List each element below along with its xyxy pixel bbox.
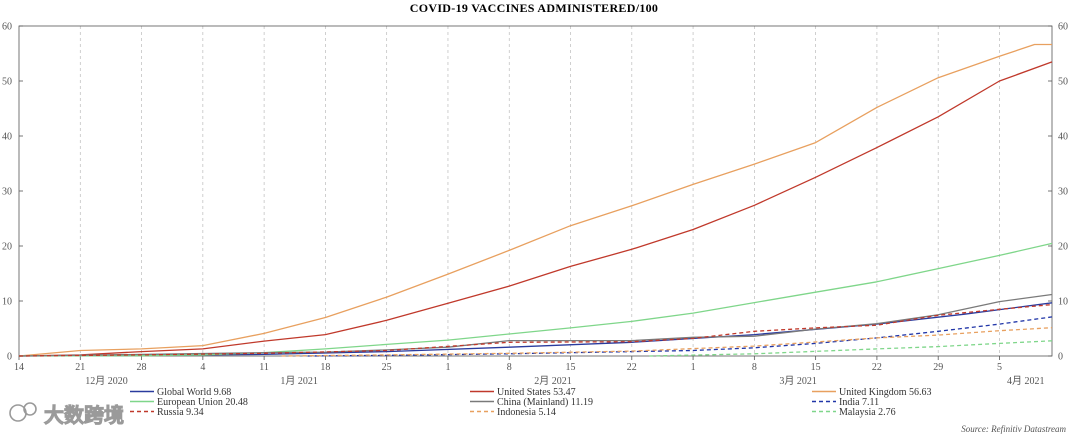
- y-tick-label-left: 40: [2, 132, 12, 143]
- legend-label: European Union 20.48: [157, 397, 248, 408]
- legend-label: Malaysia 2.76: [839, 407, 896, 418]
- y-tick-label-left: 30: [2, 187, 12, 198]
- watermark-text: 大数跨境: [44, 403, 124, 427]
- x-month-label: 1月 2021: [280, 375, 318, 387]
- series-line: [18, 61, 1053, 357]
- legend-label: United Kingdom 56.63: [839, 387, 932, 398]
- x-tick-label: 5: [997, 362, 1002, 373]
- legend-label: Global World 9.68: [157, 387, 231, 398]
- watermark-logo: 大数跨境: [9, 402, 124, 427]
- x-tick-label: 1: [691, 362, 696, 373]
- x-tick-label: 21: [75, 362, 85, 373]
- x-tick-label: 15: [811, 362, 821, 373]
- series-line: [18, 242, 1053, 357]
- x-tick-label: 11: [259, 362, 269, 373]
- x-tick-label: 8: [752, 362, 757, 373]
- series-line: [307, 316, 1053, 357]
- y-tick-label-left: 20: [2, 242, 12, 253]
- x-month-label: 3月 2021: [779, 375, 817, 387]
- y-axis: 0 0 10 10 20 20 30 30 40 40 50 50 60 60: [2, 22, 1068, 363]
- chart-title: COVID-19 VACCINES ADMINISTERED/100: [410, 1, 658, 15]
- x-month-label: 2月 2021: [534, 375, 572, 387]
- x-tick-label: 25: [382, 362, 392, 373]
- series-line: [18, 293, 1053, 357]
- watermark-icon-small: [23, 402, 37, 416]
- x-tick-label: 29: [933, 362, 943, 373]
- x-tick-label: 1: [445, 362, 450, 373]
- y-tick-label-right: 20: [1058, 242, 1068, 253]
- legend-label: Indonesia 5.14: [497, 407, 556, 418]
- y-tick-label-right: 50: [1058, 77, 1068, 88]
- legend-label: United States 53.47: [497, 387, 576, 398]
- x-tick-label: 28: [137, 362, 147, 373]
- y-tick-label-right: 10: [1058, 297, 1068, 308]
- series-line: [18, 43, 1052, 357]
- y-tick-label-right: 0: [1058, 352, 1063, 363]
- y-tick-label-left: 0: [7, 352, 12, 363]
- x-tick-label: 8: [507, 362, 512, 373]
- x-tick-label: 15: [566, 362, 576, 373]
- x-tick-label: 22: [627, 362, 637, 373]
- series-line: [18, 303, 1053, 357]
- y-tick-label-right: 30: [1058, 187, 1068, 198]
- y-tick-label-left: 50: [2, 77, 12, 88]
- x-tick-label: 22: [872, 362, 882, 373]
- legend: Global World 9.68 United States 53.47 Unit…: [130, 387, 932, 418]
- x-month-label: 12月 2020: [85, 375, 128, 387]
- series-line: [281, 327, 1053, 357]
- series-layer: [18, 43, 1053, 357]
- y-tick-label-right: 60: [1058, 22, 1068, 33]
- plot-frame: [18, 25, 1053, 357]
- y-tick-label-left: 10: [2, 297, 12, 308]
- legend-label: Russia 9.34: [157, 407, 204, 418]
- x-tick-label: 4: [200, 362, 205, 373]
- y-tick-label-right: 40: [1058, 132, 1068, 143]
- series-line: [649, 340, 1053, 357]
- x-tick-label: 14: [14, 362, 24, 373]
- x-month-label: 4月 2021: [1007, 375, 1045, 387]
- chart-grid: [79, 26, 1000, 356]
- y-tick-label-left: 60: [2, 22, 12, 33]
- legend-label: India 7.11: [839, 397, 879, 408]
- x-tick-label: 18: [320, 362, 330, 373]
- source-note: Source: Refinitiv Datastream: [961, 424, 1066, 434]
- legend-label: China (Mainland) 11.19: [497, 397, 593, 408]
